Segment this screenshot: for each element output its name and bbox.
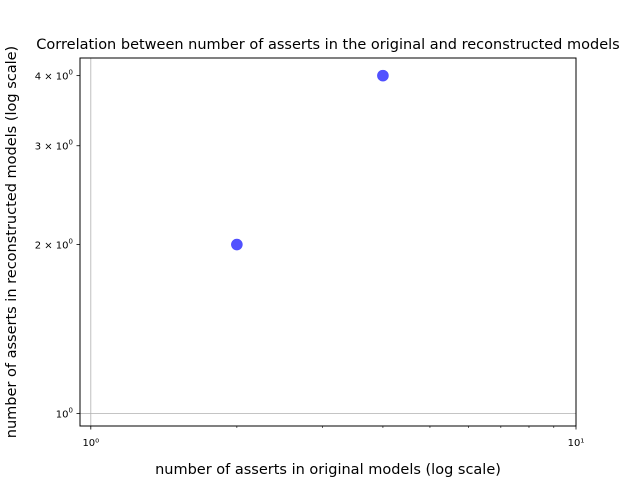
data-point-1	[377, 69, 389, 82]
y-tick-label: 3 × 100	[35, 139, 73, 153]
grid-layer	[80, 58, 576, 426]
plot-frame	[79, 57, 577, 427]
x-axis-label: number of asserts in original models (lo…	[155, 462, 501, 478]
y-tick-label-base: 2 × 10	[35, 241, 69, 252]
x-tick-label: 10¹	[568, 438, 585, 449]
y-tick-label: 4 × 100	[35, 69, 73, 83]
y-axis-label: number of asserts in reconstructed model…	[4, 46, 20, 438]
data-point-0	[231, 238, 243, 251]
y-tick-label-base: 10	[56, 409, 69, 420]
y-tick-label-exponent: 0	[69, 406, 73, 414]
y-tick-label: 100	[56, 406, 73, 420]
x-ticks: 10⁰ 10¹	[82, 426, 584, 449]
y-tick-label-exponent: 0	[69, 238, 73, 246]
y-tick-label-exponent: 0	[69, 69, 73, 77]
y-tick-label-base: 3 × 10	[35, 142, 69, 153]
x-tick-label: 10⁰	[82, 438, 99, 449]
y-tick-label: 2 × 100	[35, 238, 73, 252]
y-tick-label-exponent: 0	[69, 139, 73, 147]
y-tick-label-base: 4 × 10	[35, 72, 69, 83]
chart-title: Correlation between number of asserts in…	[36, 37, 619, 53]
points-layer	[231, 69, 389, 251]
